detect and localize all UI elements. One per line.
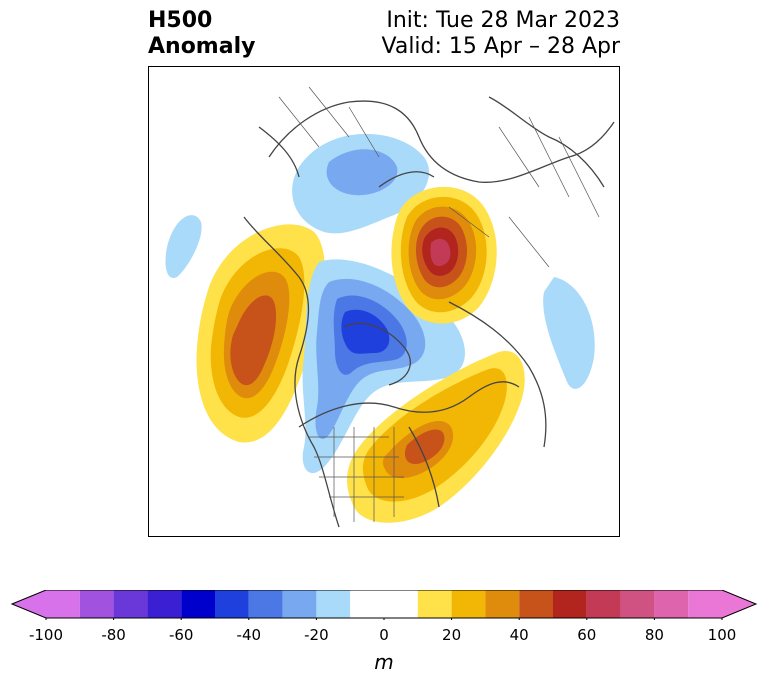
colorbar-tick-label: -100 bbox=[28, 626, 64, 644]
colorbar-segment bbox=[181, 590, 215, 618]
colorbar-segment bbox=[519, 590, 553, 618]
colorbar-tick-label: 0 bbox=[379, 626, 389, 644]
colorbar-segment bbox=[316, 590, 351, 618]
positive-anomaly-northeast-pacific bbox=[196, 224, 325, 443]
colorbar-unit: m bbox=[374, 650, 394, 674]
colorbar-segment bbox=[350, 590, 418, 618]
colorbar-segment bbox=[451, 590, 486, 618]
title-left: H500 Anomaly bbox=[148, 8, 255, 60]
colorbar-segment bbox=[79, 590, 114, 618]
colorbar-segment bbox=[688, 590, 722, 618]
colorbar-segment bbox=[586, 590, 621, 618]
valid-range: Valid: 15 Apr – 28 Apr bbox=[381, 34, 621, 59]
title-field: H500 bbox=[148, 8, 213, 33]
colorbar-segment bbox=[620, 590, 655, 618]
colorbar-segment bbox=[553, 590, 587, 618]
map-svg bbox=[165, 86, 615, 528]
negative-anomaly-greenland-scandinavia bbox=[292, 133, 430, 234]
country-borders bbox=[278, 86, 600, 522]
colorbar-tick-label: 20 bbox=[442, 626, 462, 644]
anomaly-map bbox=[148, 66, 620, 537]
colorbar-tick-label: 60 bbox=[577, 626, 597, 644]
colorbar-segment bbox=[113, 590, 148, 618]
colorbar-tick-label: 80 bbox=[644, 626, 664, 644]
colorbar-segment bbox=[215, 590, 249, 618]
title-anomaly: Anomaly bbox=[148, 34, 256, 59]
colorbar-segment bbox=[147, 590, 182, 618]
colorbar-segment bbox=[417, 590, 452, 618]
colorbar-tick-label: 100 bbox=[707, 626, 737, 644]
title-right: Init: Tue 28 Mar 2023 Valid: 15 Apr – 28… bbox=[382, 8, 621, 60]
colorbar-segment bbox=[282, 590, 317, 618]
colorbar-segment bbox=[248, 590, 283, 618]
negative-anomaly-east-siberia bbox=[543, 277, 595, 389]
colorbar-tick-label: -60 bbox=[168, 626, 194, 644]
colorbar-extend-high bbox=[722, 590, 756, 618]
colorbar-tick-label: -40 bbox=[236, 626, 262, 644]
init-date: Init: Tue 28 Mar 2023 bbox=[386, 8, 620, 33]
positive-anomaly-west-russia bbox=[391, 186, 497, 324]
colorbar-extend-low bbox=[12, 590, 46, 618]
colorbar-tick-label: -20 bbox=[304, 626, 329, 644]
colorbar-tick-label: 40 bbox=[509, 626, 529, 644]
negative-anomaly-north-pacific bbox=[165, 215, 202, 278]
colorbar-segment bbox=[46, 590, 80, 618]
positive-anomaly-eastern-north-america bbox=[347, 351, 525, 523]
colorbar-segment bbox=[654, 590, 689, 618]
colorbar bbox=[10, 590, 758, 620]
colorbar-tick-label: -80 bbox=[101, 626, 126, 644]
colorbar-segment bbox=[485, 590, 520, 618]
